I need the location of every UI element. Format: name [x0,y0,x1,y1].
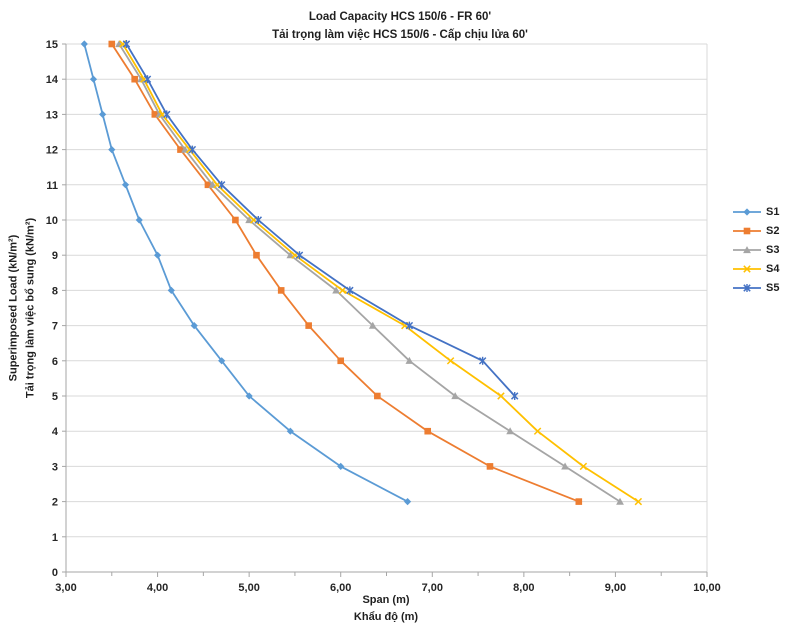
svg-text:10: 10 [46,215,58,227]
x-axis-label-primary: Span (m) [362,594,410,606]
s3-marker-icon [733,246,761,254]
s5-marker-icon [733,284,761,292]
svg-text:7: 7 [52,321,58,333]
legend: S1 S2 S3 S4 S5 [733,206,779,301]
y-axis-label-secondary: Tải trọng làm việc bổ sung (kN/m²) [24,217,36,399]
legend-label-s1: S1 [766,206,780,218]
legend-label-s3: S3 [766,244,780,256]
svg-text:5: 5 [52,391,58,403]
svg-text:9,00: 9,00 [605,582,626,594]
legend-item-s4: S4 [733,263,779,275]
svg-text:14: 14 [46,74,59,86]
svg-text:6,00: 6,00 [330,582,351,594]
svg-text:15: 15 [46,39,58,51]
svg-text:9: 9 [52,250,58,262]
s4-marker-icon [733,265,761,273]
legend-item-s3: S3 [733,244,779,256]
svg-text:8,00: 8,00 [513,582,534,594]
svg-text:1: 1 [52,532,58,544]
legend-item-s1: S1 [733,206,779,218]
x-axis-label-secondary: Khẩu độ (m) [353,611,419,624]
y-axis-label-primary: Superimposed Load (kN/m²) [7,234,20,382]
x-axis-title: Span (m) Khẩu độ (m) [354,592,418,626]
legend-label-s2: S2 [766,225,780,237]
svg-text:12: 12 [46,145,58,157]
svg-text:7,00: 7,00 [422,582,443,594]
legend-item-s2: S2 [733,225,779,237]
chart-title: Load Capacity HCS 150/6 - FR 60' [308,11,492,23]
legend-label-s5: S5 [766,282,780,294]
s2-marker-icon [733,227,761,235]
legend-item-s5: S5 [733,282,779,294]
s1-marker-icon [733,208,761,216]
chart-subtitle: Tải trọng làm việc HCS 150/6 - Cấp chịu … [272,28,528,41]
svg-text:2: 2 [52,497,58,509]
svg-text:3,00: 3,00 [55,582,76,594]
svg-text:5,00: 5,00 [238,582,259,594]
svg-text:4: 4 [52,426,59,438]
svg-text:0: 0 [52,567,58,579]
svg-text:13: 13 [46,109,58,121]
svg-text:6: 6 [52,356,58,368]
svg-text:8: 8 [52,285,58,297]
legend-label-s4: S4 [766,263,780,275]
svg-text:11: 11 [46,180,58,192]
svg-text:4,00: 4,00 [147,582,168,594]
svg-text:10,00: 10,00 [693,582,721,594]
y-axis-title: Superimposed Load (kN/m²) Tải trọng làm … [6,218,39,398]
svg-text:3: 3 [52,461,58,473]
chart-title-block: Load Capacity HCS 150/6 - FR 60' Tải trọ… [0,9,800,45]
